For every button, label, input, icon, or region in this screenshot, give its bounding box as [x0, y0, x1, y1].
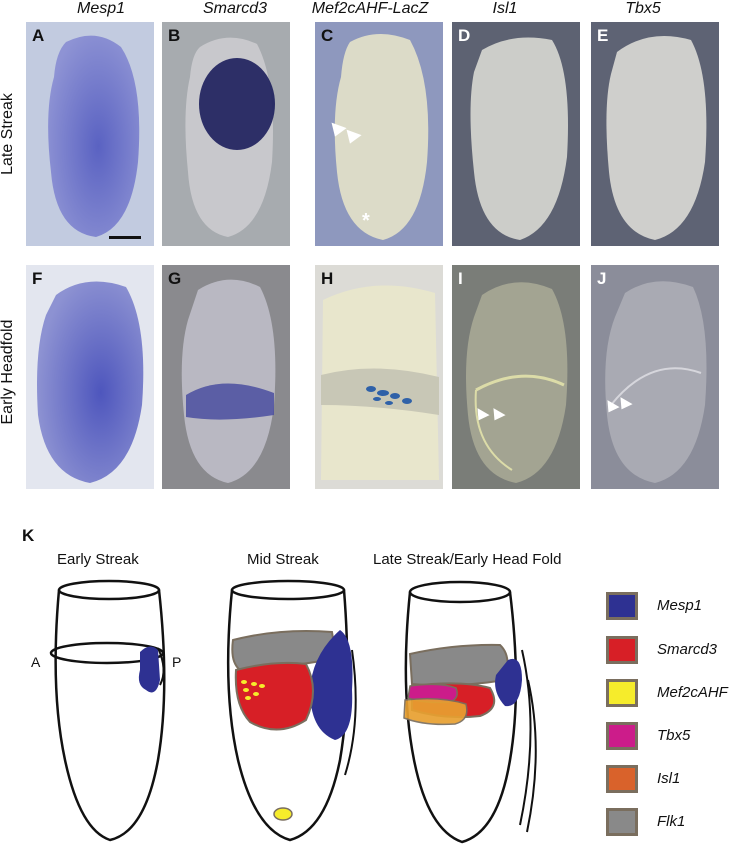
panel-label-a: A	[32, 26, 45, 45]
row-title-late-streak: Late Streak	[0, 93, 16, 175]
legend-label: Mesp1	[657, 597, 703, 614]
column-title-isl1: Isl1	[492, 0, 518, 17]
legend-label: Tbx5	[657, 727, 691, 744]
panel-i: I	[452, 265, 580, 489]
mef2cahf-cells-mid	[241, 680, 265, 700]
legend-swatch	[606, 722, 638, 750]
mef2cahf-domain-mid-posterior	[273, 807, 293, 821]
column-title-mesp1: Mesp1	[76, 0, 126, 17]
asterisk-icon: *	[362, 210, 370, 232]
panel-e: E	[591, 22, 719, 246]
panel-label-d: D	[458, 26, 471, 45]
panel-d: D	[452, 22, 580, 246]
stage-title-mid-streak: Mid Streak	[247, 551, 319, 568]
embryo-image-d	[470, 37, 568, 241]
flk1-domain-late	[408, 643, 509, 687]
embryo-image-e	[606, 36, 707, 240]
mesp1-domain-late	[495, 658, 522, 707]
legend-label: Flk1	[657, 813, 686, 830]
panel-label-f: F	[32, 269, 43, 288]
scale-bar	[109, 236, 141, 239]
embryo-early-streak	[49, 579, 166, 842]
legend-swatch	[606, 592, 638, 620]
isl1-mef2cahf-domain-late	[403, 697, 468, 726]
embryo-image-b	[185, 37, 275, 238]
embryo-image-c	[334, 33, 429, 240]
column-title-tbx5: Tbx5	[625, 0, 661, 17]
embryo-image-h	[321, 285, 439, 480]
legend-swatch	[606, 679, 638, 707]
panel-label-h: H	[321, 269, 334, 288]
legend-swatch	[606, 808, 638, 836]
schematic-diagram	[49, 579, 537, 844]
smarcd3-domain-mid	[234, 661, 314, 731]
panel-label-j: J	[597, 269, 607, 288]
legend-swatch	[606, 765, 638, 793]
legend-label: Smarcd3	[657, 641, 718, 658]
stage-title-late-streak-early-head-fold: Late Streak/Early Head Fold	[373, 551, 562, 568]
panel-label-c: C	[321, 26, 334, 45]
panel-label-b: B	[168, 26, 181, 45]
anterior-label: A	[31, 654, 41, 670]
panel-h: H	[315, 265, 443, 489]
legend-swatch	[606, 636, 638, 664]
panel-label-e: E	[597, 26, 609, 45]
panel-label-k: K	[22, 526, 35, 545]
embryo-image-f	[37, 281, 144, 483]
panel-f: F	[26, 265, 154, 489]
embryo-image-a	[48, 35, 140, 237]
panel-j: J	[591, 265, 719, 489]
panel-g: G	[162, 265, 290, 489]
legend-label: Isl1	[657, 770, 681, 787]
stage-title-early-streak: Early Streak	[57, 551, 139, 568]
column-title-mef2cahf-lacz: Mef2cAHF-LacZ	[311, 0, 429, 17]
embryo-image-i	[466, 282, 568, 483]
posterior-label: P	[172, 654, 182, 670]
embryo-image-j	[605, 281, 707, 483]
panel-c: C *	[315, 22, 443, 246]
panel-label-g: G	[168, 269, 182, 288]
embryo-image-g	[181, 279, 276, 483]
panel-a: A	[26, 22, 154, 246]
mesp1-domain-mid	[310, 630, 353, 740]
row-title-early-headfold: Early Headfold	[0, 319, 16, 425]
panel-label-i: I	[458, 269, 463, 288]
legend-label: Mef2cAHF	[657, 684, 728, 701]
panel-b: B	[162, 22, 290, 246]
mesp1-domain-early	[138, 646, 160, 693]
flk1-domain-mid	[231, 630, 338, 672]
column-title-smarcd3: Smarcd3	[202, 0, 268, 17]
